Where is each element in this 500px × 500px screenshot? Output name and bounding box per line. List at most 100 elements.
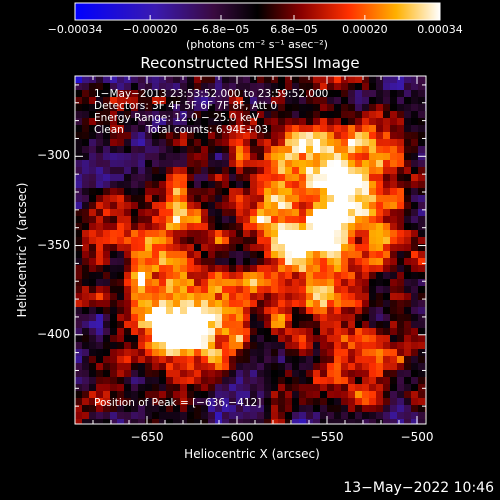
heatmap-cell [201,286,208,293]
heatmap-cell [390,265,397,272]
heatmap-cell [369,272,376,279]
heatmap-cell [285,146,292,153]
heatmap-cell [243,188,250,195]
heatmap-cell [110,195,117,202]
heatmap-cell [362,230,369,237]
heatmap-cell [166,125,173,132]
heatmap-cell [187,363,194,370]
heatmap-cell [271,363,278,370]
heatmap-cell [390,104,397,111]
heatmap-cell [285,251,292,258]
heatmap-cell [145,237,152,244]
heatmap-cell [180,300,187,307]
heatmap-cell [152,76,159,83]
heatmap-cell [306,146,313,153]
heatmap-cell [348,209,355,216]
heatmap-cell [117,384,124,391]
heatmap-cell [229,160,236,167]
heatmap-cell [376,146,383,153]
heatmap-cell [257,356,264,363]
heatmap-cell [152,349,159,356]
heatmap-cell [152,384,159,391]
heatmap-cell [243,230,250,237]
heatmap-cell [404,83,411,90]
heatmap-cell [243,153,250,160]
y-tick-label: −350 [37,237,70,252]
heatmap-cell [103,300,110,307]
heatmap-cell [201,216,208,223]
heatmap-cell [110,356,117,363]
heatmap-cell [243,307,250,314]
heatmap-cell [404,118,411,125]
heatmap-cell [75,265,82,272]
heatmap-cell [376,349,383,356]
heatmap-cell [110,188,117,195]
heatmap-cell [376,83,383,90]
heatmap-cell [306,230,313,237]
heatmap-cell [257,328,264,335]
heatmap-cell [243,209,250,216]
heatmap-cell [369,349,376,356]
heatmap-cell [89,216,96,223]
heatmap-cell [117,342,124,349]
heatmap-cell [124,293,131,300]
heatmap-cell [117,104,124,111]
heatmap-cell [180,209,187,216]
heatmap-cell [208,167,215,174]
heatmap-cell [397,160,404,167]
heatmap-cell [397,391,404,398]
heatmap-cell [376,216,383,223]
heatmap-cell [201,174,208,181]
heatmap-cell [369,342,376,349]
heatmap-cell [404,230,411,237]
heatmap-cell [271,223,278,230]
heatmap-cell [418,83,425,90]
heatmap-cell [187,391,194,398]
heatmap-cell [187,118,194,125]
heatmap-cell [96,209,103,216]
heatmap-cell [397,188,404,195]
heatmap-cell [166,384,173,391]
heatmap-cell [278,202,285,209]
heatmap-cell [194,363,201,370]
heatmap-cell [187,181,194,188]
heatmap-cell [257,90,264,97]
heatmap-cell [418,251,425,258]
heatmap-cell [110,90,117,97]
heatmap-cell [201,412,208,419]
heatmap-cell [292,139,299,146]
heatmap-cell [82,209,89,216]
heatmap-cell [257,132,264,139]
heatmap-cell [362,300,369,307]
heatmap-cell [369,167,376,174]
heatmap-cell [362,76,369,83]
heatmap-cell [250,76,257,83]
heatmap-cell [215,307,222,314]
heatmap-cell [285,405,292,412]
heatmap-cell [362,188,369,195]
heatmap-cell [313,181,320,188]
heatmap-cell [292,146,299,153]
heatmap-cell [215,139,222,146]
heatmap-cell [264,188,271,195]
heatmap-cell [222,251,229,258]
heatmap-cell [418,202,425,209]
heatmap-cell [306,181,313,188]
heatmap-cell [82,83,89,90]
heatmap-cell [292,132,299,139]
heatmap-cell [152,265,159,272]
heatmap-cell [166,83,173,90]
heatmap-cell [124,398,131,405]
heatmap-cell [355,132,362,139]
heatmap-cell [341,209,348,216]
heatmap-cell [131,160,138,167]
heatmap-cell [404,97,411,104]
heatmap-cell [110,223,117,230]
heatmap-cell [229,195,236,202]
heatmap-cell [82,202,89,209]
heatmap-cell [243,279,250,286]
heatmap-cell [194,314,201,321]
heatmap-cell [250,90,257,97]
heatmap-cell [117,125,124,132]
heatmap-cell [376,384,383,391]
